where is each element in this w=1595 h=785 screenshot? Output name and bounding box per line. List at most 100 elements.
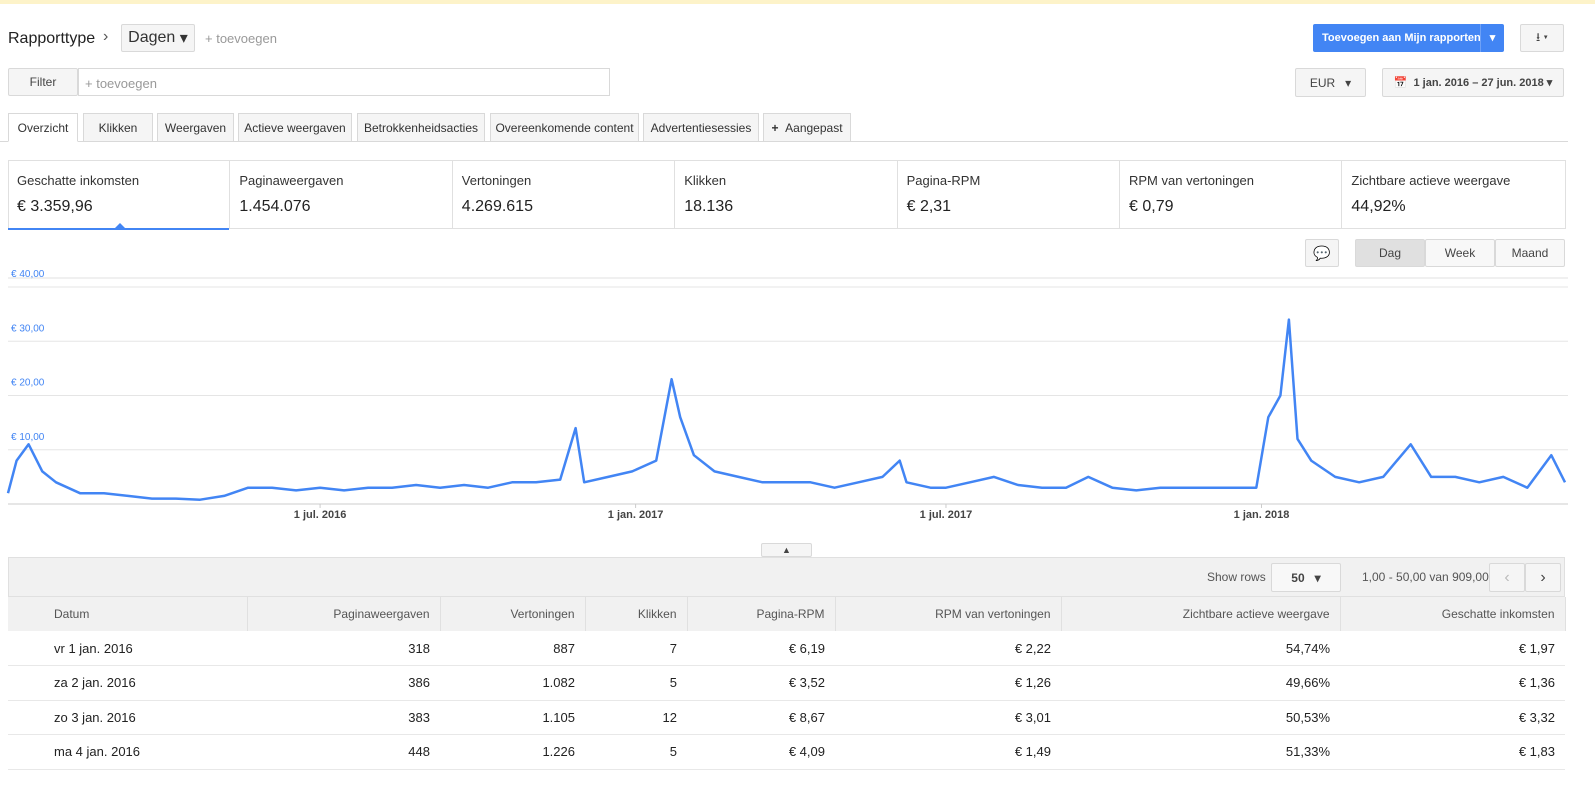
y-tick-label: € 20,00 <box>11 378 45 389</box>
metric-label: Pagina-RPM <box>906 173 981 188</box>
filter-label: Filter <box>29 75 57 89</box>
table-cell: 50,53% <box>1061 700 1340 735</box>
table-cell: 51,33% <box>1061 734 1340 770</box>
y-tick-label: € 10,00 <box>11 432 45 443</box>
table-cell: 1.105 <box>440 700 585 735</box>
tab[interactable]: Weergaven <box>157 113 234 142</box>
show-rows-label: Show rows <box>1207 570 1266 584</box>
breadcrumb: Rapporttype <box>8 30 96 47</box>
tab[interactable]: Actieve weergaven <box>238 113 352 142</box>
metric-value: 44,92% <box>1351 198 1406 215</box>
column-header[interactable]: Vertoningen <box>440 597 586 631</box>
granularity-button[interactable]: Dag <box>1355 239 1425 267</box>
next-page[interactable]: › <box>1525 563 1561 592</box>
metric-value: € 0,79 <box>1129 198 1174 215</box>
metric-value: € 3.359,96 <box>17 198 93 215</box>
metric[interactable]: Vertoningen 4.269.615 <box>453 160 676 229</box>
tab[interactable]: Overzicht <box>8 113 78 142</box>
report-table: Datum Paginaweergaven Vertoningen Klikken Pa… <box>8 597 1566 770</box>
currency-select[interactable]: EUR ▾ <box>1295 68 1366 97</box>
table-cell: € 1,49 <box>835 734 1061 770</box>
column-header[interactable]: Datum <box>8 597 248 631</box>
add-report-label: Toevoegen aan Mijn rapporten <box>1322 32 1481 44</box>
table-row: vr 1 jan. 2016 318 887 7 € 6,19 € 2,22 54,74% €… <box>8 631 1565 666</box>
dimension-select[interactable]: Dagen ▾ <box>121 24 195 52</box>
tab-label: Actieve weergaven <box>244 120 346 135</box>
pagination: 1,00 - 50,00 van 909,00 <box>1362 570 1489 584</box>
table-cell: 1.082 <box>440 665 585 701</box>
table-cell: 386 <box>247 665 440 701</box>
metric[interactable]: Zichtbare actieve weergave 44,92% <box>1342 160 1564 229</box>
table-cell: € 8,67 <box>687 700 835 735</box>
tab[interactable]: Klikken <box>83 113 153 142</box>
table-cell: vr 1 jan. 2016 <box>8 631 247 666</box>
table-cell: 7 <box>585 631 687 666</box>
table-cell: ma 4 jan. 2016 <box>8 734 247 770</box>
table-row: zo 3 jan. 2016 383 1.105 12 € 8,67 € 3,01 50,5… <box>8 700 1565 735</box>
metric-bar <box>8 160 1566 229</box>
metric[interactable]: Klikken 18.136 <box>675 160 898 229</box>
table-cell: zo 3 jan. 2016 <box>8 700 247 735</box>
tab-label: Overeenkomende content <box>495 120 634 135</box>
table-cell: 887 <box>440 631 585 666</box>
table-cell: € 3,52 <box>687 665 835 701</box>
column-header[interactable]: RPM van vertoningen <box>835 597 1062 631</box>
metric-value: € 2,31 <box>906 198 952 215</box>
x-tick-label: 1 jan. 2017 <box>608 509 664 521</box>
metric-label: Paginaweergaven <box>239 173 344 188</box>
metric[interactable]: Geschatte inkomsten € 3.359,96 <box>8 160 231 230</box>
date-range: 1 jan. 2016 – 27 jun. 2018 <box>1413 76 1544 89</box>
x-tick-label: 1 jul. 2016 <box>294 509 347 521</box>
tab[interactable]: + Aangepast <box>763 113 851 142</box>
column-header[interactable]: Pagina-RPM <box>687 597 836 631</box>
filter-button[interactable]: Filter <box>8 68 78 96</box>
add-dimension[interactable]: + toevoegen <box>205 31 277 46</box>
filter-input[interactable]: + toevoegen <box>78 68 610 96</box>
table-cell: 54,74% <box>1061 631 1340 666</box>
table-cell: € 3,01 <box>835 700 1061 735</box>
date-range-select[interactable]: 📅 1 jan. 2016 – 27 jun. 2018 ▾ <box>1382 68 1564 97</box>
chevron: › <box>103 28 109 45</box>
table-cell: za 2 jan. 2016 <box>8 665 247 701</box>
table-cell: € 1,97 <box>1340 631 1565 666</box>
metric-label: Klikken <box>684 173 727 188</box>
rows-select[interactable]: 50 ▾ <box>1271 563 1341 592</box>
table-cell: 12 <box>585 700 687 735</box>
tab[interactable]: Overeenkomende content <box>490 113 639 142</box>
rows-per-page: 50 <box>1291 570 1305 585</box>
annotation-button[interactable]: 💬 <box>1305 239 1339 267</box>
x-tick-label: 1 jul. 2017 <box>920 509 973 521</box>
tab[interactable]: Advertentiesessies <box>643 113 759 142</box>
granularity-button[interactable]: Week <box>1425 239 1495 267</box>
tab-label: Aangepast <box>785 120 843 135</box>
tab[interactable]: Betrokkenheidsacties <box>357 113 485 142</box>
metric[interactable]: RPM van vertoningen € 0,79 <box>1120 160 1343 229</box>
metric[interactable]: Pagina-RPM € 2,31 <box>898 160 1120 229</box>
dimension: Dagen <box>128 29 176 46</box>
tab-label: Betrokkenheidsacties <box>363 120 479 135</box>
column-header[interactable]: Geschatte inkomsten <box>1340 597 1566 631</box>
table-cell: € 1,83 <box>1340 734 1565 770</box>
download-button[interactable]: ⭳ ▾ <box>1520 24 1564 52</box>
metric-label: Zichtbare actieve weergave <box>1351 173 1511 188</box>
table-cell: 1.226 <box>440 734 585 770</box>
selected-underline <box>8 228 230 230</box>
column-header[interactable]: Zichtbare actieve weergave <box>1061 597 1341 631</box>
metric-label: RPM van vertoningen <box>1129 173 1255 188</box>
granularity-button[interactable]: Maand <box>1495 239 1565 267</box>
tab-label: Klikken <box>98 120 138 135</box>
header-row: Datum Paginaweergaven Vertoningen Klikken Pa… <box>8 597 1566 631</box>
collapse-button[interactable]: ▲ <box>761 543 812 557</box>
dropdown-arrow: ▾ <box>1480 24 1504 52</box>
prev-page[interactable]: ‹ <box>1489 563 1525 592</box>
selected-caret <box>114 223 126 229</box>
table-cell: 448 <box>247 734 440 770</box>
column-header[interactable]: Klikken <box>585 597 688 631</box>
metric[interactable]: Paginaweergaven 1.454.076 <box>230 160 453 229</box>
column-header[interactable]: Paginaweergaven <box>247 597 441 631</box>
add-report-button[interactable]: Toevoegen aan Mijn rapporten ▾ <box>1313 24 1504 52</box>
table-cell: 318 <box>247 631 440 666</box>
table-cell: 5 <box>585 665 687 701</box>
metric-label: Geschatte inkomsten <box>17 173 140 188</box>
